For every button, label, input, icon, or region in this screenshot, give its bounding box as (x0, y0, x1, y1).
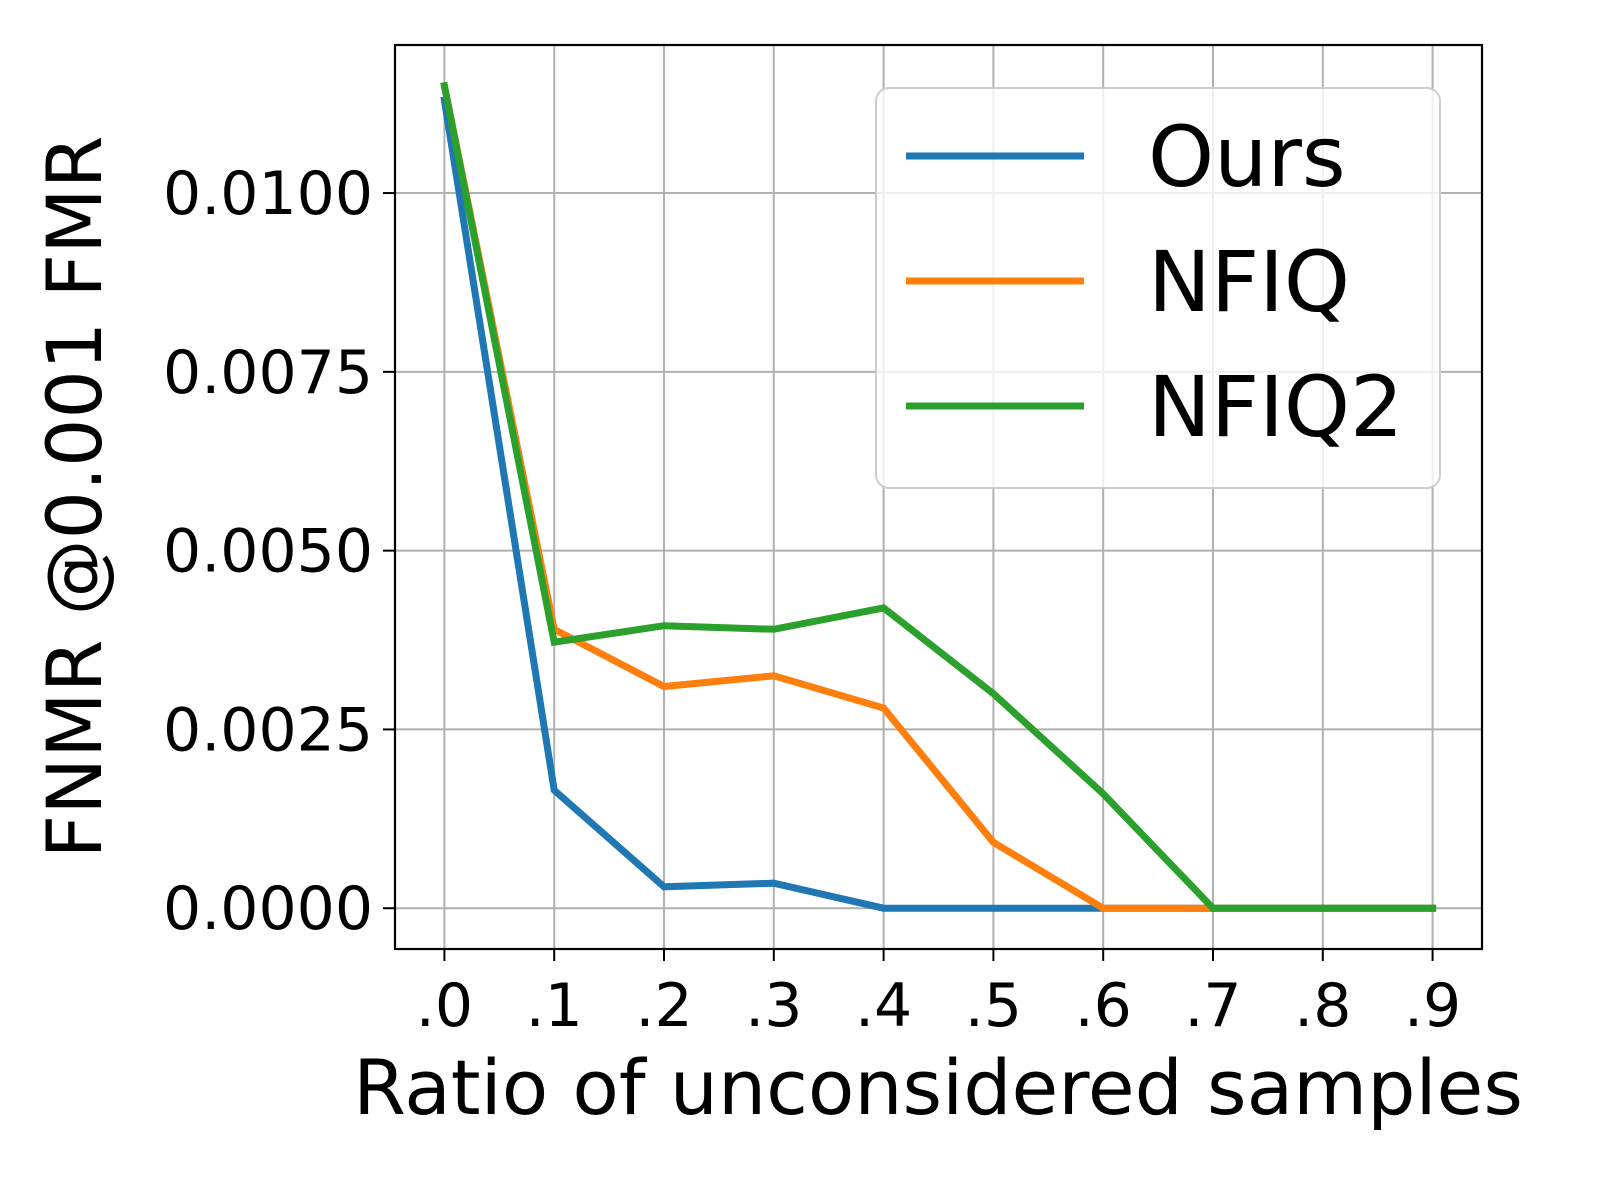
y-tick-label: 0.0075 (163, 338, 373, 408)
x-tick-label: .2 (635, 971, 692, 1041)
x-tick-label: .1 (526, 971, 583, 1041)
x-tick-label: .7 (1184, 971, 1241, 1041)
series-line-nfiq2 (440, 81, 1437, 912)
legend: Ours NFIQ NFIQ2 (875, 87, 1441, 489)
y-tick-label: 0.0000 (163, 874, 373, 944)
y-tick-label: 0.0025 (163, 695, 373, 765)
legend-label: Ours (1148, 108, 1346, 206)
x-tick-label: .9 (1404, 971, 1461, 1041)
x-tick-label: .4 (855, 971, 912, 1041)
y-tick-label: 0.0100 (163, 159, 373, 229)
y-tick-label: 0.0050 (163, 517, 373, 587)
legend-label: NFIQ2 (1148, 358, 1404, 456)
x-tick-label: .5 (965, 971, 1022, 1041)
plot-frame (393, 43, 1484, 951)
x-tick-label: .3 (745, 971, 802, 1041)
legend-frame (875, 87, 1441, 489)
legend-label: NFIQ (1148, 233, 1350, 331)
x-tick-label: .8 (1294, 971, 1351, 1041)
axis-ticks: .0 .1 .2 .3 .4 .5 .6 .7 .8 .9 0.0000 0.0025 0.0050 0.… (163, 159, 1461, 1041)
x-axis-title: Ratio of unconsidered samples (353, 1043, 1523, 1132)
x-tick-label: .0 (416, 971, 473, 1041)
series-lines (440, 81, 1437, 912)
x-tick-label: .6 (1075, 971, 1132, 1041)
y-axis-title: FNMR @0.001 FMR (30, 136, 119, 859)
